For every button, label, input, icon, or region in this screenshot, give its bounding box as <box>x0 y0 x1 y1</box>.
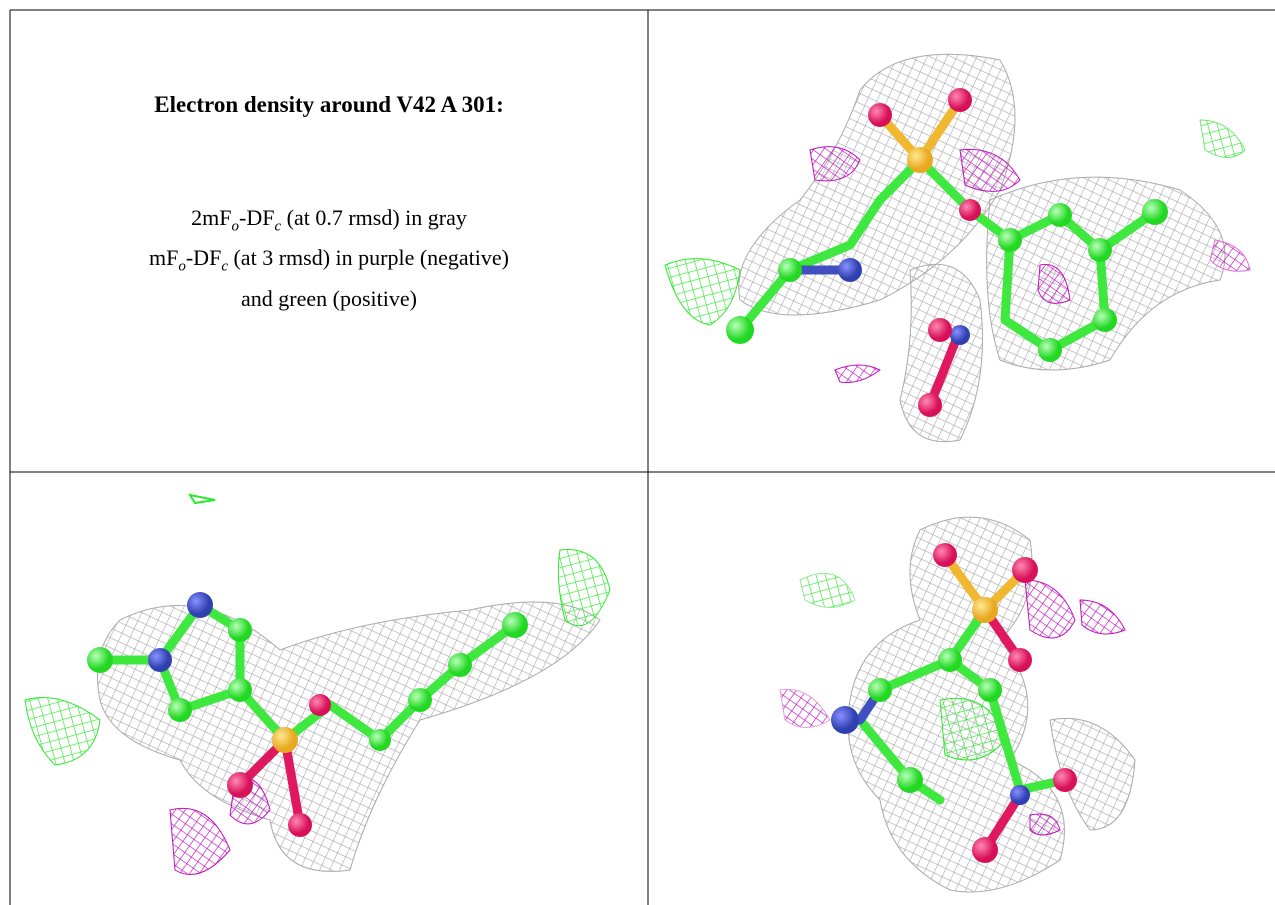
figure <box>0 0 1275 905</box>
text: mF <box>149 245 178 270</box>
density-view <box>780 517 1135 892</box>
text: and green (positive) <box>241 286 417 311</box>
legend-line: mFo-DFc (at 3 rmsd) in purple (negative) <box>10 242 648 282</box>
subscript: c <box>221 259 228 275</box>
text: 2mF <box>191 205 231 230</box>
title: Electron density around V42 A 301: <box>10 92 648 118</box>
page: Electron density around V42 A 301: 2mFo-… <box>0 0 1275 905</box>
subscript: o <box>178 259 186 275</box>
subscript: o <box>232 218 240 234</box>
density-view <box>25 495 610 875</box>
legend-line: and green (positive) <box>10 283 648 314</box>
text: (at 3 rmsd) in purple (negative) <box>228 245 509 270</box>
text: -DF <box>239 205 274 230</box>
text: -DF <box>186 245 221 270</box>
text: (at 0.7 rmsd) in gray <box>281 205 467 230</box>
density-view <box>665 54 1250 441</box>
legend-line: 2mFo-DFc (at 0.7 rmsd) in gray <box>10 202 648 242</box>
